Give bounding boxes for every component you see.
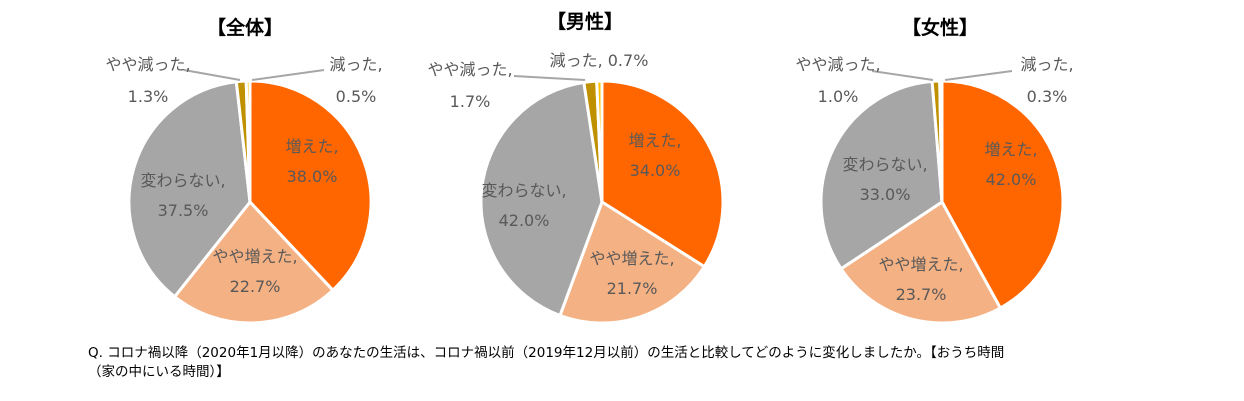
slice-category-label: 変わらない, (842, 155, 927, 174)
slice-category-label: 変わらない, (481, 181, 566, 200)
pie-chart-2: 【男性】増えた, 34.0% やや増えた, 21.7% 変わらない, 42.0% やや減った… (427, 10, 725, 325)
pie-slice-3 (127, 80, 252, 299)
slice-category-label: やや増えた, (212, 247, 297, 266)
chart-title: 【女性】 (902, 16, 978, 39)
slice-value-label: 42.0% (986, 170, 1037, 189)
leader-line (183, 69, 241, 81)
slice-category-label: 減った, (1020, 55, 1073, 74)
slice-category-label: やや減った, (795, 55, 880, 74)
slice-value-label: 21.7% (607, 279, 658, 298)
slice-category-label: 減った, (329, 55, 382, 74)
pie-slice-2 (839, 200, 1002, 325)
slice-value-label: 1.3% (128, 87, 169, 106)
pie-slice-5 (938, 79, 944, 204)
slice-category-label: やや減った, (427, 60, 512, 79)
pie-slice-1 (940, 79, 1065, 310)
leader-line (944, 70, 1013, 81)
pie-slice-1 (248, 79, 373, 292)
pie-chart-3: 【女性】増えた, 42.0% やや増えた, 23.7% 変わらない, 33.0% やや減った… (795, 16, 1074, 325)
slice-value-label: 42.0% (499, 211, 550, 230)
slice-value-label: 1.0% (818, 87, 859, 106)
pie-chart-1: 【全体】増えた, 38.0% やや増えた, 22.7% 変わらない, 37.5% やや減った… (105, 16, 383, 325)
slice-label: 減った, 0.7% (550, 51, 649, 70)
slice-value-label: 34.0% (630, 161, 681, 180)
slice-category-label: 増えた, (984, 140, 1037, 159)
slice-value-label: 0.3% (1027, 87, 1068, 106)
slice-value-label: 0.5% (336, 87, 377, 106)
pie-slice-2 (558, 200, 706, 325)
question-line-2: （家の中にいる時間）】 (88, 364, 230, 380)
slice-value-label: 1.7% (450, 92, 491, 111)
slice-value-label: 22.7% (230, 277, 281, 296)
slice-value-label: 38.0% (287, 167, 338, 186)
slice-value-label: 37.5% (158, 201, 209, 220)
pie-slice-3 (479, 80, 604, 317)
pie-slice-5 (244, 79, 252, 204)
question-note: Q. コロナ禍以降（2020年1月以降）のあなたの生活は、コロナ禍以前（2019… (88, 344, 1188, 382)
leader-line (513, 75, 586, 81)
pie-slice-5 (595, 79, 604, 204)
leader-line (251, 69, 325, 81)
chart-title: 【全体】 (207, 16, 283, 39)
slice-category-label: やや増えた, (589, 249, 674, 268)
question-line-1: Q. コロナ禍以降（2020年1月以降）のあなたの生活は、コロナ禍以前（2019… (88, 345, 1005, 361)
pie-slice-2 (173, 200, 335, 325)
pie-slice-3 (819, 79, 944, 271)
slice-category-label: 変わらない, (140, 171, 225, 190)
slice-category-label: やや増えた, (878, 255, 963, 274)
chart-title: 【男性】 (547, 10, 623, 33)
slice-category-label: やや減った, (105, 55, 190, 74)
slice-category-label: 増えた, (628, 131, 681, 150)
slice-value-label: 23.7% (896, 285, 947, 304)
slice-category-label: 増えた, (285, 137, 338, 156)
leader-line (871, 70, 934, 81)
slice-value-label: 33.0% (860, 185, 911, 204)
